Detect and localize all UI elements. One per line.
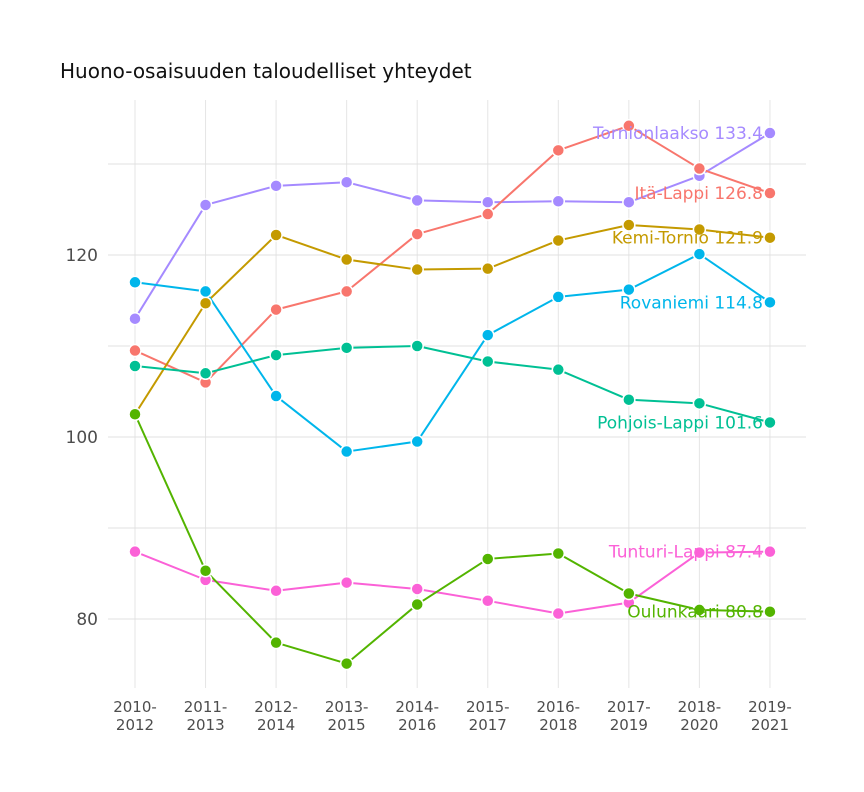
- x-tick-label: 2013-2015: [325, 698, 369, 734]
- x-axis-ticks: 2010-2012 2011-2013 2012-2014 2013-2015 2014…: [113, 698, 792, 734]
- data-point: [198, 564, 213, 578]
- series-end-label: Oulunkaari 80.8: [627, 603, 763, 623]
- data-point: [410, 227, 424, 241]
- data-point: [763, 604, 777, 619]
- data-point: [198, 366, 213, 381]
- x-tick-label: 2014-2016: [395, 698, 439, 734]
- series-end-label: Tornionlaakso 133.4: [592, 124, 763, 144]
- data-point: [481, 552, 495, 566]
- data-point: [763, 186, 777, 200]
- series-end-label: Kemi-Tornio 121.9: [612, 229, 763, 249]
- data-point: [198, 296, 213, 310]
- data-point: [198, 198, 213, 212]
- data-point: [410, 597, 424, 612]
- data-point: [763, 126, 777, 140]
- data-point: [410, 434, 424, 449]
- data-point: [622, 392, 636, 407]
- data-point: [269, 302, 283, 317]
- x-tick-label: 2018-2020: [678, 698, 722, 734]
- data-point: [692, 222, 707, 237]
- data-point: [410, 193, 424, 208]
- data-point: [128, 407, 142, 421]
- series-end-label: Itä-Lappi 126.8: [635, 184, 764, 204]
- data-point: [339, 341, 354, 355]
- data-point: [622, 586, 636, 601]
- series-line: [134, 345, 771, 424]
- data-point: [339, 175, 354, 189]
- chart-title: Huono-osaisuuden taloudelliset yhteydet: [60, 59, 472, 83]
- data-point: [481, 195, 495, 209]
- data-point: [481, 207, 495, 221]
- data-point: [551, 233, 566, 248]
- data-point: [339, 284, 354, 299]
- y-tick-label: 100: [66, 428, 98, 448]
- series-line: [134, 132, 771, 320]
- data-point: [339, 656, 354, 671]
- data-point: [622, 218, 636, 232]
- data-point: [410, 262, 424, 277]
- data-point: [128, 311, 142, 326]
- data-point: [269, 389, 283, 403]
- data-point: [128, 359, 142, 373]
- y-axis-ticks: 80 100 120: [66, 246, 98, 630]
- data-point: [551, 362, 566, 377]
- series-line: [134, 550, 770, 615]
- x-tick-label: 2019-2021: [748, 698, 792, 734]
- data-point: [339, 252, 354, 267]
- x-tick-label: 2017-2019: [607, 698, 651, 734]
- data-point: [128, 275, 142, 290]
- data-point: [763, 544, 777, 559]
- data-point: [410, 582, 424, 596]
- data-point: [692, 603, 707, 617]
- series-line: [134, 124, 771, 384]
- series-line: [134, 253, 771, 453]
- data-point: [269, 179, 283, 193]
- data-point: [481, 354, 495, 369]
- data-point: [481, 594, 495, 608]
- x-tick-label: 2010-2012: [113, 698, 157, 734]
- series-line: [134, 413, 770, 665]
- data-point: [128, 343, 142, 358]
- series-line: [134, 223, 771, 415]
- data-point: [481, 261, 495, 276]
- x-tick-label: 2011-2013: [184, 698, 228, 734]
- series-end-label: Rovaniemi 114.8: [620, 293, 763, 313]
- data-point: [269, 228, 283, 242]
- data-point: [269, 584, 283, 598]
- data-point: [551, 143, 566, 158]
- data-point: [481, 328, 495, 342]
- data-point: [339, 575, 354, 590]
- data-point: [622, 119, 636, 133]
- data-point: [551, 194, 566, 209]
- data-point: [692, 161, 707, 176]
- data-point: [692, 247, 707, 261]
- data-point: [622, 282, 636, 297]
- x-tick-label: 2015-2017: [466, 698, 510, 734]
- x-tick-label: 2012-2014: [254, 698, 298, 734]
- data-point: [692, 396, 707, 411]
- data-point: [410, 339, 424, 353]
- y-tick-label: 120: [66, 246, 98, 266]
- series-end-labels: Tornionlaakso 133.4 Itä-Lappi 126.8 Kemi-T…: [592, 124, 763, 623]
- data-point: [269, 635, 283, 650]
- data-point: [551, 290, 566, 304]
- data-point: [763, 295, 777, 310]
- data-point: [692, 545, 707, 560]
- data-point: [198, 284, 213, 299]
- y-tick-label: 80: [76, 610, 98, 630]
- series-end-label: Tunturi-Lappi 87.4: [608, 543, 763, 563]
- series-lines: [134, 124, 771, 665]
- data-point: [269, 348, 283, 362]
- x-tick-label: 2016-2018: [537, 698, 581, 734]
- data-point: [622, 195, 636, 209]
- data-point: [551, 606, 566, 621]
- series-end-label: Pohjois-Lappi 101.6: [597, 413, 763, 433]
- data-point: [339, 444, 354, 459]
- data-point: [763, 415, 777, 430]
- series-points: [128, 119, 777, 671]
- data-point: [128, 544, 142, 559]
- data-point: [551, 546, 566, 561]
- data-point: [763, 230, 777, 245]
